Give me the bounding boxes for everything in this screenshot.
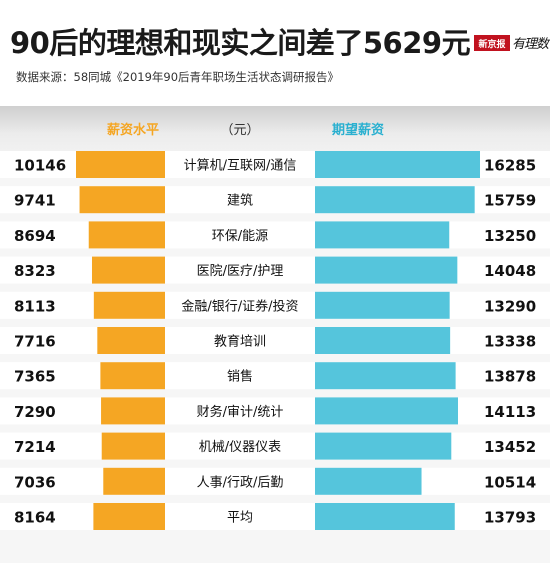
category-label: 人事/行政/后勤 bbox=[197, 475, 284, 490]
category-label: 金融/银行/证券/投资 bbox=[181, 298, 298, 314]
category-label: 平均 bbox=[227, 511, 253, 526]
category-label: 机械/仪器仪表 bbox=[199, 440, 281, 455]
legend-expected-salary: 期望薪资 bbox=[332, 122, 384, 138]
bar-expected-salary bbox=[315, 397, 458, 425]
butterfly-bar-chart: 薪资水平 （元） 期望薪资 10146 16285 计算机/互联网/通信 9741 15… bbox=[0, 122, 550, 530]
bar-salary bbox=[97, 327, 165, 354]
bar-salary bbox=[100, 362, 165, 390]
category-label: 建筑 bbox=[227, 193, 253, 209]
category-label: 计算机/互联网/通信 bbox=[184, 159, 297, 174]
value-label-expected: 13793 bbox=[484, 509, 536, 527]
bar-expected-salary bbox=[315, 256, 458, 284]
bar-salary bbox=[101, 397, 165, 425]
value-label-salary: 8323 bbox=[14, 262, 56, 280]
row-band bbox=[0, 291, 550, 319]
value-label-expected: 14113 bbox=[484, 403, 536, 421]
value-label-salary: 8694 bbox=[14, 227, 56, 245]
bar-salary bbox=[91, 256, 165, 284]
chart-panel: 薪资水平 （元） 期望薪资 10146 16285 计算机/互联网/通信 9741 15… bbox=[0, 106, 550, 563]
bar-expected-salary bbox=[315, 291, 450, 319]
row-band bbox=[0, 467, 550, 495]
bar-salary bbox=[101, 432, 165, 460]
value-label-expected: 14048 bbox=[484, 262, 536, 280]
bar-salary bbox=[88, 221, 165, 249]
bar-expected-salary bbox=[315, 151, 480, 178]
logo-script: 有理数 bbox=[512, 37, 549, 52]
value-label-expected: 13452 bbox=[484, 438, 536, 456]
bar-expected-salary bbox=[315, 362, 456, 390]
logo-box: 新京报 bbox=[474, 35, 510, 51]
row-band bbox=[0, 432, 550, 460]
value-label-salary: 7290 bbox=[14, 403, 56, 421]
row-band bbox=[0, 221, 550, 249]
bar-salary bbox=[103, 467, 165, 495]
row-band bbox=[0, 327, 550, 354]
row-band bbox=[0, 397, 550, 425]
value-label-expected: 13878 bbox=[484, 368, 536, 386]
bar-expected-salary bbox=[315, 432, 452, 460]
value-label-expected: 16285 bbox=[484, 157, 536, 175]
value-label-salary: 10146 bbox=[14, 157, 66, 175]
legend-salary: 薪资水平 bbox=[107, 122, 159, 138]
category-label: 财务/审计/统计 bbox=[197, 404, 284, 420]
row-band bbox=[0, 362, 550, 390]
bar-expected-salary bbox=[315, 221, 450, 249]
value-label-salary: 8164 bbox=[14, 509, 56, 527]
category-label: 教育培训 bbox=[214, 334, 266, 350]
value-label-salary: 7214 bbox=[14, 438, 56, 456]
category-label: 环保/能源 bbox=[212, 229, 268, 244]
brand-logo: 新京报 有理数 bbox=[474, 33, 549, 55]
bar-expected-salary bbox=[315, 467, 422, 495]
value-label-salary: 7365 bbox=[14, 368, 56, 386]
bar-expected-salary bbox=[315, 186, 475, 214]
value-label-expected: 10514 bbox=[484, 473, 536, 491]
value-label-expected: 13338 bbox=[484, 333, 536, 351]
chart-title: 90后的理想和现实之间差了5629元 bbox=[10, 26, 471, 60]
value-label-expected: 13290 bbox=[484, 297, 536, 315]
category-label: 销售 bbox=[227, 369, 253, 385]
bar-salary bbox=[76, 151, 165, 178]
bar-expected-salary bbox=[315, 327, 451, 354]
bar-salary bbox=[93, 291, 165, 319]
value-label-salary: 7036 bbox=[14, 473, 56, 491]
bar-salary bbox=[93, 503, 165, 530]
category-label: 医院/医疗/护理 bbox=[197, 264, 284, 279]
unit-label: （元） bbox=[220, 123, 259, 138]
value-label-salary: 8113 bbox=[14, 297, 56, 315]
data-source: 数据来源：58同城《2019年90后青年职场生活状态调研报告》 bbox=[16, 70, 340, 84]
value-label-salary: 9741 bbox=[14, 192, 56, 210]
bar-salary bbox=[79, 186, 165, 214]
value-label-salary: 7716 bbox=[14, 333, 56, 351]
bar-expected-salary bbox=[315, 503, 455, 530]
row-band bbox=[0, 256, 550, 284]
value-label-expected: 15759 bbox=[484, 192, 536, 210]
value-label-expected: 13250 bbox=[484, 227, 536, 245]
row-band bbox=[0, 503, 550, 530]
